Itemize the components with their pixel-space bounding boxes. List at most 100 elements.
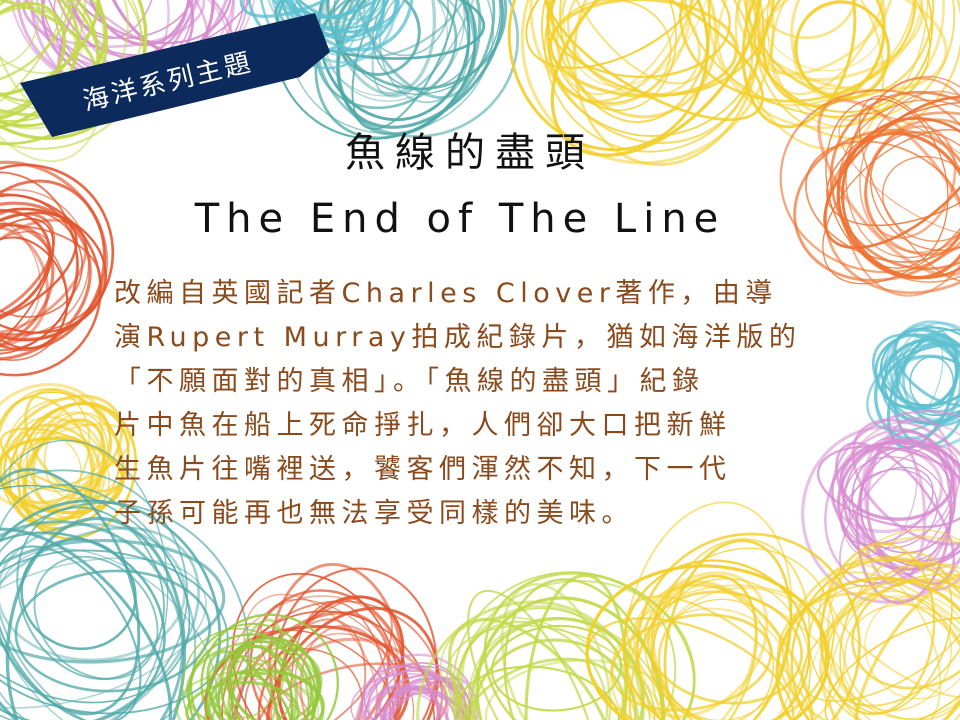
scribble-stroke [5,516,187,720]
scribble-stroke [819,536,960,720]
scribble-stroke [0,224,102,336]
description-text: 改編自英國記者Charles Clover著作，由導 演Rupert Murra… [114,272,826,536]
scribble-stroke [20,538,137,651]
scribble-stroke [466,589,598,720]
scribble-stroke [0,439,169,720]
scribble-stroke [416,600,645,720]
scribble-stroke [294,0,377,41]
scribble-stroke [756,0,886,72]
scribble-stroke [0,201,92,361]
scribble-stroke [503,578,664,720]
scribble-stroke [226,618,286,720]
scribble-stroke [239,0,389,18]
scribble-stroke [871,333,960,427]
scribble-stroke [0,207,107,334]
description-line: 演Rupert Murray拍成紀錄片，猶如海洋版的 [114,322,802,353]
scribble-stroke [326,0,508,91]
scribble-stroke [0,545,142,720]
scribble-stroke [826,101,960,227]
scribble-stroke [454,665,621,720]
scribble-stroke [452,607,651,720]
ribbon-shape [20,13,330,137]
scribble-stroke [840,117,960,280]
scribble-stroke [446,624,656,720]
scribble-stroke [546,0,754,145]
scribble-stroke [0,520,185,720]
scribble-stroke [258,0,387,21]
scribble-stroke [824,617,960,720]
scribble-stroke [869,131,960,251]
scribble-stroke [776,592,960,720]
scribble-stroke [0,223,50,347]
scribble-stroke [745,0,934,114]
scribble-stroke [864,594,960,700]
scribble-stroke [0,548,218,720]
scribble-stroke [881,155,960,242]
description-line: 子孫可能再也無法享受同樣的美味。 [114,498,634,529]
scribble-stroke [635,607,792,720]
scribble-stroke [208,659,312,720]
scribble-stroke [556,0,688,95]
scribble-stroke [190,622,319,720]
scribble-stroke [3,423,102,521]
scribble-stroke [893,327,960,407]
scribble-stroke [0,218,88,335]
scribble-stroke [679,0,917,103]
scribble-stroke [325,0,437,96]
scribble-stroke [707,0,945,130]
scribble-stroke [8,423,131,490]
scribble-stroke [818,562,942,720]
scribble-stroke [0,0,75,86]
scribble-stroke [285,0,360,56]
scribble-stroke [625,571,769,719]
scribble-stroke [0,499,222,720]
scribble-stroke [78,0,193,47]
scribble-stroke [827,571,960,700]
scribble-stroke [243,593,379,720]
scribble-stroke [841,419,960,571]
scribble-stroke [628,574,758,720]
description-line: 片中魚在船上死命掙扎，人們卻大口把新鮮 [114,410,732,441]
title-chinese: 魚線的盡頭 [345,130,595,176]
scribble-stroke [251,0,393,30]
scribble-stroke [650,538,811,720]
scribble-stroke [750,0,858,40]
scribble-stroke [610,613,773,712]
scribble-stroke [558,0,710,85]
scribble-stroke [853,571,960,720]
scribble-stroke [381,686,473,720]
scribble-stroke [205,645,319,720]
scribble-stroke [819,578,960,720]
scribble-stroke [572,0,762,167]
scribble-stroke [0,0,87,116]
scribble-stroke [792,2,890,100]
scribble-stroke [282,0,408,18]
scribble-stroke [354,669,467,720]
scribble-stroke [566,0,701,97]
scribble-stroke [880,343,960,410]
scribble-stroke [770,0,889,96]
scribble-stroke [0,0,148,140]
scribble-stroke [855,430,953,605]
scribble-stroke [273,0,476,140]
scribble-stroke [624,595,815,720]
scribble-stroke [864,118,960,256]
scribble-stroke [633,585,859,720]
scribble-stroke [790,558,960,720]
scribble-stroke [0,527,173,720]
description-line: 生魚片往嘴裡送，饕客們渾然不知，下一代 [114,454,732,485]
scribble-stroke [322,0,465,102]
scribble-stroke [844,603,960,720]
scribble-stroke [472,638,638,720]
scribble-stroke [0,484,191,704]
scribble-stroke [371,0,483,98]
scribble-stroke [866,416,957,576]
scribble-stroke [0,0,40,67]
scribble-stroke [500,583,612,720]
scribble-stroke [455,605,628,720]
scribble-stroke [851,578,960,690]
scribble-stroke [801,425,960,604]
scribble-stroke [550,0,761,157]
